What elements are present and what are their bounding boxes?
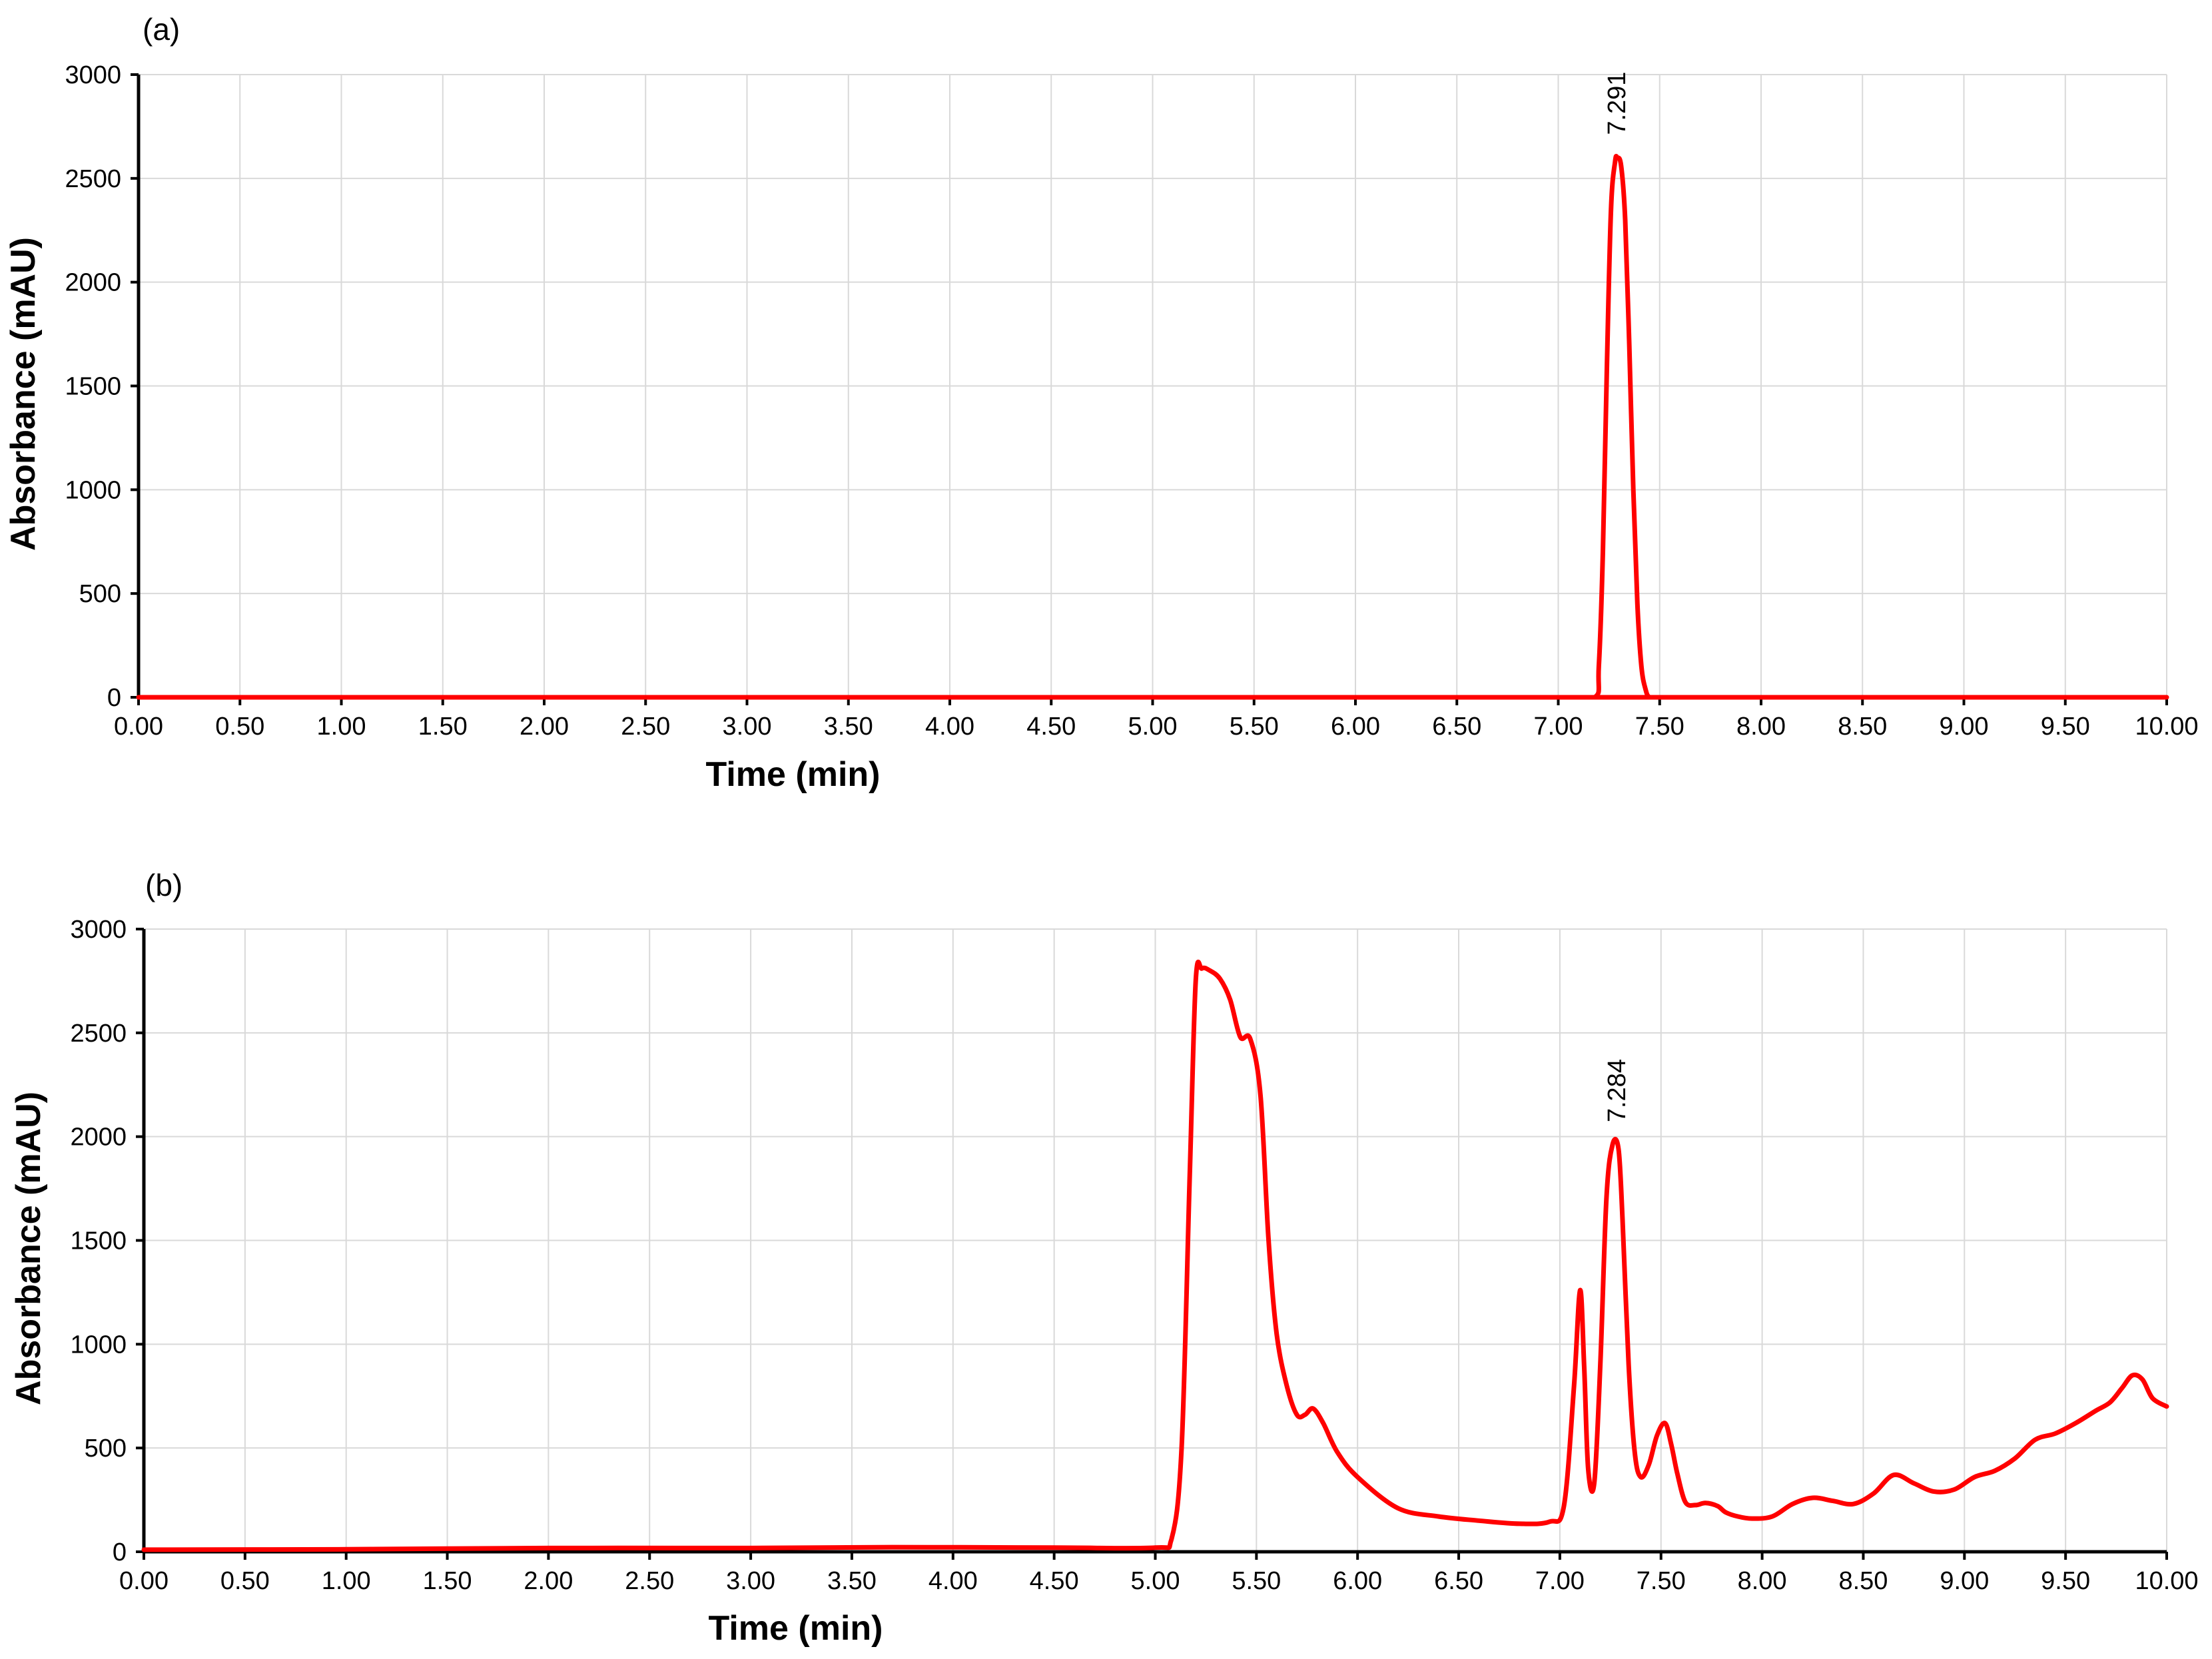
x-tick-label: 6.00 <box>1333 1567 1382 1595</box>
absorbance-trace <box>141 959 2169 1552</box>
y-axis-title: Absorbance (mAU) <box>9 1092 48 1405</box>
y-tick-label: 2500 <box>65 165 121 193</box>
x-tick-label: 9.00 <box>1940 713 1989 741</box>
x-tick-label: 3.50 <box>827 1567 877 1595</box>
x-axis-title: Time (min) <box>709 1609 883 1648</box>
x-tick-label: 8.00 <box>1736 713 1786 741</box>
y-tick-label: 3000 <box>65 61 121 89</box>
panel-label: (a) <box>143 12 180 47</box>
x-tick-label: 8.50 <box>1838 713 1887 741</box>
x-tick-label: 7.00 <box>1535 1567 1585 1595</box>
chart-panel-b: 0 500 1000 1500 2000 2500 3000 0.00 0.50 1.00 1.50… <box>9 868 2199 1648</box>
x-tick-label: 1.50 <box>418 713 468 741</box>
x-tick-label: 4.00 <box>928 1567 978 1595</box>
x-tick-label: 9.50 <box>2041 713 2090 741</box>
y-axis-title: Absorbance (mAU) <box>4 237 43 551</box>
x-tick-label: 1.50 <box>423 1567 472 1595</box>
x-tick-label: 3.00 <box>726 1567 775 1595</box>
x-tick-label: 6.00 <box>1331 713 1380 741</box>
chart-panel-a: 0 500 1000 1500 2000 2500 3000 0.00 0.50 1.00 1.50… <box>4 12 2199 794</box>
peak-retention-label: 7.284 <box>1603 1059 1631 1122</box>
x-tick-label: 3.50 <box>824 713 873 741</box>
x-tick-label: 4.00 <box>925 713 974 741</box>
x-tick-label: 8.00 <box>1738 1567 1787 1595</box>
y-tick-label: 2000 <box>70 1124 127 1152</box>
x-tick-label: 9.50 <box>2041 1567 2090 1595</box>
panel-label: (b) <box>145 868 183 902</box>
x-tick-label: 1.00 <box>317 713 366 741</box>
x-tick-label: 7.50 <box>1637 1567 1686 1595</box>
x-tick-label: 6.50 <box>1432 713 1481 741</box>
x-tick-label: 0.00 <box>114 713 163 741</box>
y-tick-label: 0 <box>107 684 121 712</box>
x-tick-label: 0.50 <box>215 713 264 741</box>
x-tick-label: 5.00 <box>1131 1567 1180 1595</box>
x-axis-title: Time (min) <box>706 755 881 794</box>
absorbance-trace <box>136 154 2169 700</box>
y-tick-label: 500 <box>79 580 121 608</box>
x-tick-label: 2.50 <box>621 713 670 741</box>
y-tick-label: 500 <box>85 1435 127 1463</box>
y-tick-label: 0 <box>113 1538 127 1566</box>
y-tick-label: 1500 <box>65 373 121 401</box>
x-tick-label: 2.00 <box>524 1567 573 1595</box>
x-tick-label: 7.00 <box>1534 713 1583 741</box>
x-tick-label: 3.00 <box>723 713 772 741</box>
y-tick-label: 1000 <box>70 1331 127 1359</box>
x-tick-label: 10.00 <box>2135 713 2198 741</box>
x-tick-label: 4.50 <box>1026 713 1076 741</box>
x-tick-label: 5.50 <box>1230 713 1279 741</box>
x-tick-label: 0.50 <box>220 1567 270 1595</box>
y-tick-label: 1000 <box>65 476 121 504</box>
x-tick-label: 5.50 <box>1232 1567 1281 1595</box>
x-tick-label: 0.00 <box>119 1567 169 1595</box>
x-tick-label: 2.00 <box>520 713 569 741</box>
y-tick-label: 2500 <box>70 1020 127 1048</box>
y-tick-label: 1500 <box>70 1227 127 1255</box>
x-tick-label: 8.50 <box>1838 1567 1888 1595</box>
y-tick-label: 2000 <box>65 269 121 297</box>
x-tick-label: 7.50 <box>1635 713 1684 741</box>
x-tick-label: 10.00 <box>2135 1567 2198 1595</box>
x-tick-label: 2.50 <box>625 1567 674 1595</box>
peak-retention-label: 7.291 <box>1603 72 1631 135</box>
x-tick-label: 5.00 <box>1128 713 1178 741</box>
x-tick-label: 4.50 <box>1030 1567 1079 1595</box>
x-tick-label: 6.50 <box>1434 1567 1483 1595</box>
x-tick-label: 1.00 <box>322 1567 371 1595</box>
x-tick-label: 9.00 <box>1940 1567 1989 1595</box>
y-tick-label: 3000 <box>70 916 127 944</box>
